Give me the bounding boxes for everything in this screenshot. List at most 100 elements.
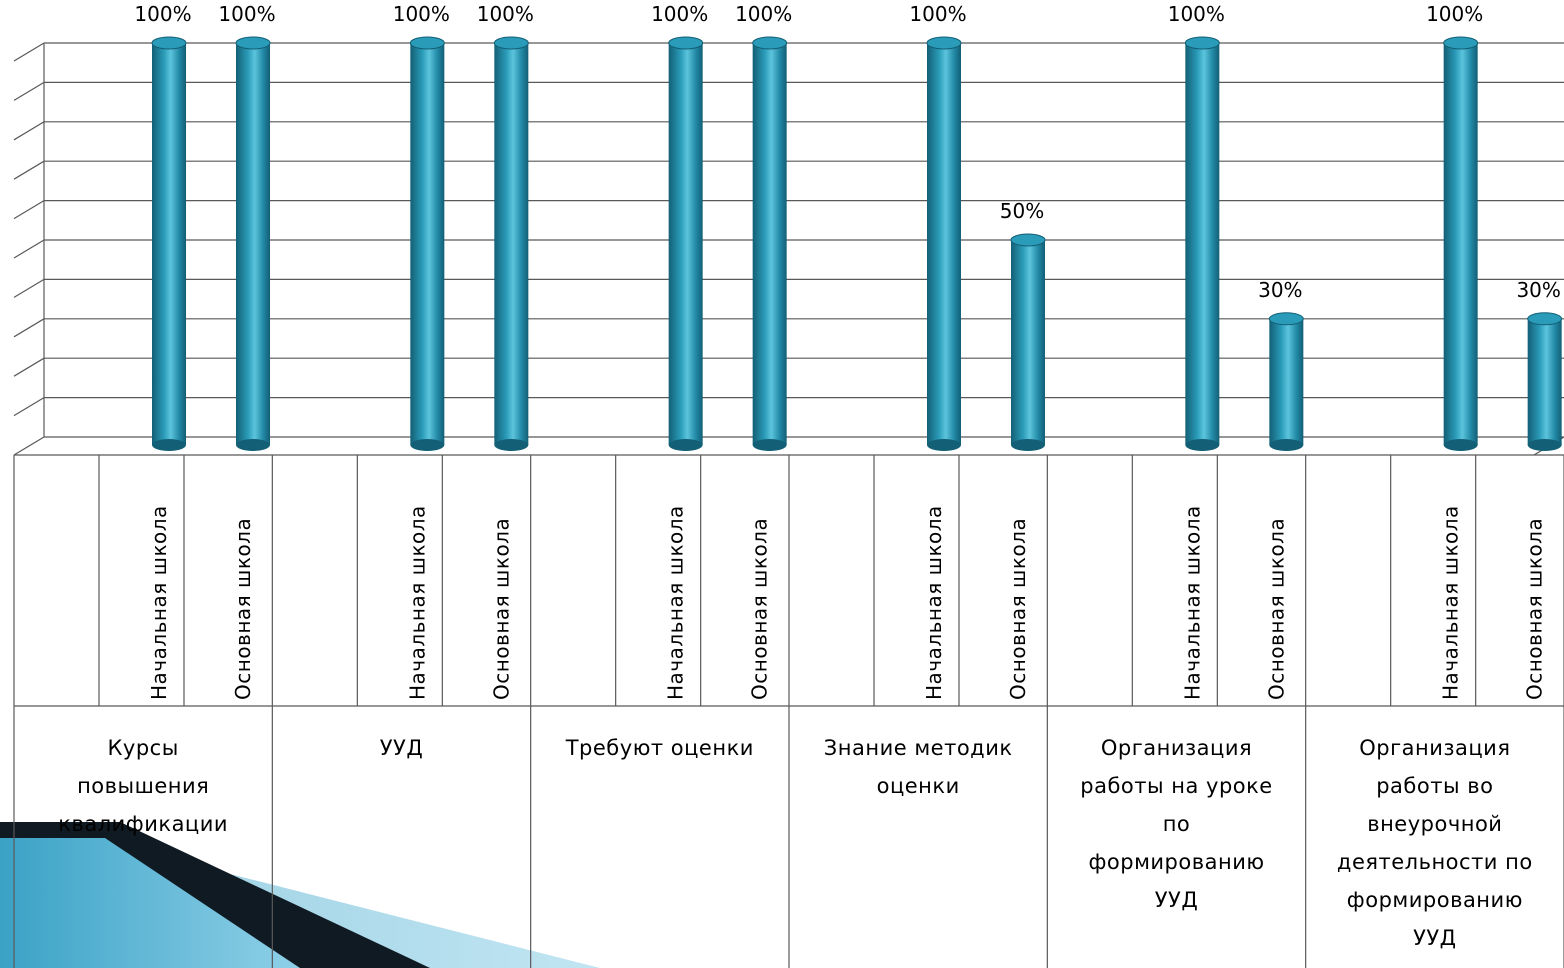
category-label: Начальная школа (405, 505, 429, 700)
bar-top (1184, 36, 1220, 50)
decorative-ribbon (0, 822, 600, 968)
bar-top (926, 36, 962, 50)
data-label: 100% (477, 2, 534, 26)
bar (493, 36, 529, 451)
gridline-depth (13, 436, 45, 456)
data-label: 100% (218, 2, 275, 26)
bar-base (752, 439, 787, 451)
category-label: Основная школа (1523, 518, 1547, 700)
bar-base (1443, 439, 1478, 451)
bar (1010, 233, 1046, 451)
category-label: Основная школа (748, 518, 772, 700)
bar-top (235, 36, 271, 50)
group-label: Организация (1101, 736, 1252, 760)
gridline-depth (13, 121, 45, 141)
group-label: оценки (877, 774, 960, 798)
category-label: Начальная школа (922, 505, 946, 700)
bar-top (1268, 312, 1304, 326)
bar-base (410, 439, 445, 451)
bar-top (668, 36, 704, 50)
bar (1268, 312, 1304, 451)
bar-base (152, 439, 186, 451)
group-label: Требуют оценки (565, 736, 754, 760)
bar (235, 36, 271, 451)
bar-top (1527, 312, 1563, 326)
gridline-depth (13, 239, 45, 259)
group-label: внеурочной (1367, 812, 1502, 836)
bar-base (927, 439, 961, 451)
gridline-depth (13, 397, 45, 417)
bar-base (668, 439, 703, 451)
category-label: Основная школа (1006, 518, 1030, 700)
bar-base (1185, 439, 1220, 451)
group-label: УУД (1155, 888, 1199, 912)
gridline-depth (13, 278, 45, 298)
bars (151, 36, 1563, 451)
data-label: 30% (1516, 278, 1560, 302)
bar (151, 36, 187, 451)
data-label: 50% (1000, 199, 1044, 223)
bar (752, 36, 788, 451)
bar-body (236, 43, 270, 445)
bar-body (1011, 240, 1045, 445)
bar-body (752, 43, 787, 445)
bar-body (1185, 43, 1220, 445)
gridline-depth (13, 42, 45, 62)
bar (1184, 36, 1220, 451)
bar-top (493, 36, 529, 50)
gridline-depth (13, 200, 45, 220)
group-label: УУД (1413, 926, 1457, 950)
bar (409, 36, 445, 451)
data-label: 100% (909, 2, 966, 26)
gridlines (13, 42, 1564, 456)
labels: 100% Начальная школа 100% Основная школа Кур… (58, 2, 1561, 950)
group-label: квалификации (58, 812, 228, 836)
category-label: Начальная школа (147, 505, 171, 700)
gridline-depth (13, 357, 45, 377)
category-label: Начальная школа (1180, 505, 1204, 700)
category-label: Начальная школа (664, 505, 688, 700)
bar-body (410, 43, 445, 445)
group-label: Организация (1359, 736, 1510, 760)
bar (1443, 36, 1479, 451)
bar-base (236, 439, 270, 451)
bar-body (927, 43, 961, 445)
bar-base (1527, 439, 1562, 451)
data-label: 100% (735, 2, 792, 26)
group-label: УУД (380, 736, 424, 760)
group-label: деятельности по (1337, 850, 1533, 874)
bar-base (1269, 439, 1304, 451)
data-label: 100% (1426, 2, 1483, 26)
group-label: Знание методик (824, 736, 1013, 760)
category-table (13, 455, 1564, 968)
group-label: формированию (1088, 850, 1264, 874)
bar-body (1269, 318, 1304, 445)
data-label: 100% (1168, 2, 1225, 26)
group-label: повышения (77, 774, 209, 798)
category-label: Основная школа (1264, 518, 1288, 700)
data-label: 100% (651, 2, 708, 26)
group-label: работы на уроке (1080, 774, 1272, 798)
bar (668, 36, 704, 451)
gridline-depth (13, 160, 45, 180)
bar-top (151, 36, 187, 50)
bar-body (1527, 318, 1562, 445)
category-label: Основная школа (489, 518, 513, 700)
category-label: Основная школа (231, 518, 255, 700)
decor-ribbon-blue (0, 838, 300, 968)
bar-body (668, 43, 703, 445)
bar-top (409, 36, 445, 50)
bar-body (1443, 43, 1478, 445)
data-label: 30% (1258, 278, 1302, 302)
bar-top (1443, 36, 1479, 50)
bar-top (1010, 233, 1046, 247)
bar-top (752, 36, 788, 50)
data-label: 100% (134, 2, 191, 26)
bar-base (1011, 439, 1045, 451)
bar (1527, 312, 1563, 451)
bar-base (494, 439, 529, 451)
group-label: по (1163, 812, 1191, 836)
data-label: 100% (393, 2, 450, 26)
bar-body (494, 43, 529, 445)
